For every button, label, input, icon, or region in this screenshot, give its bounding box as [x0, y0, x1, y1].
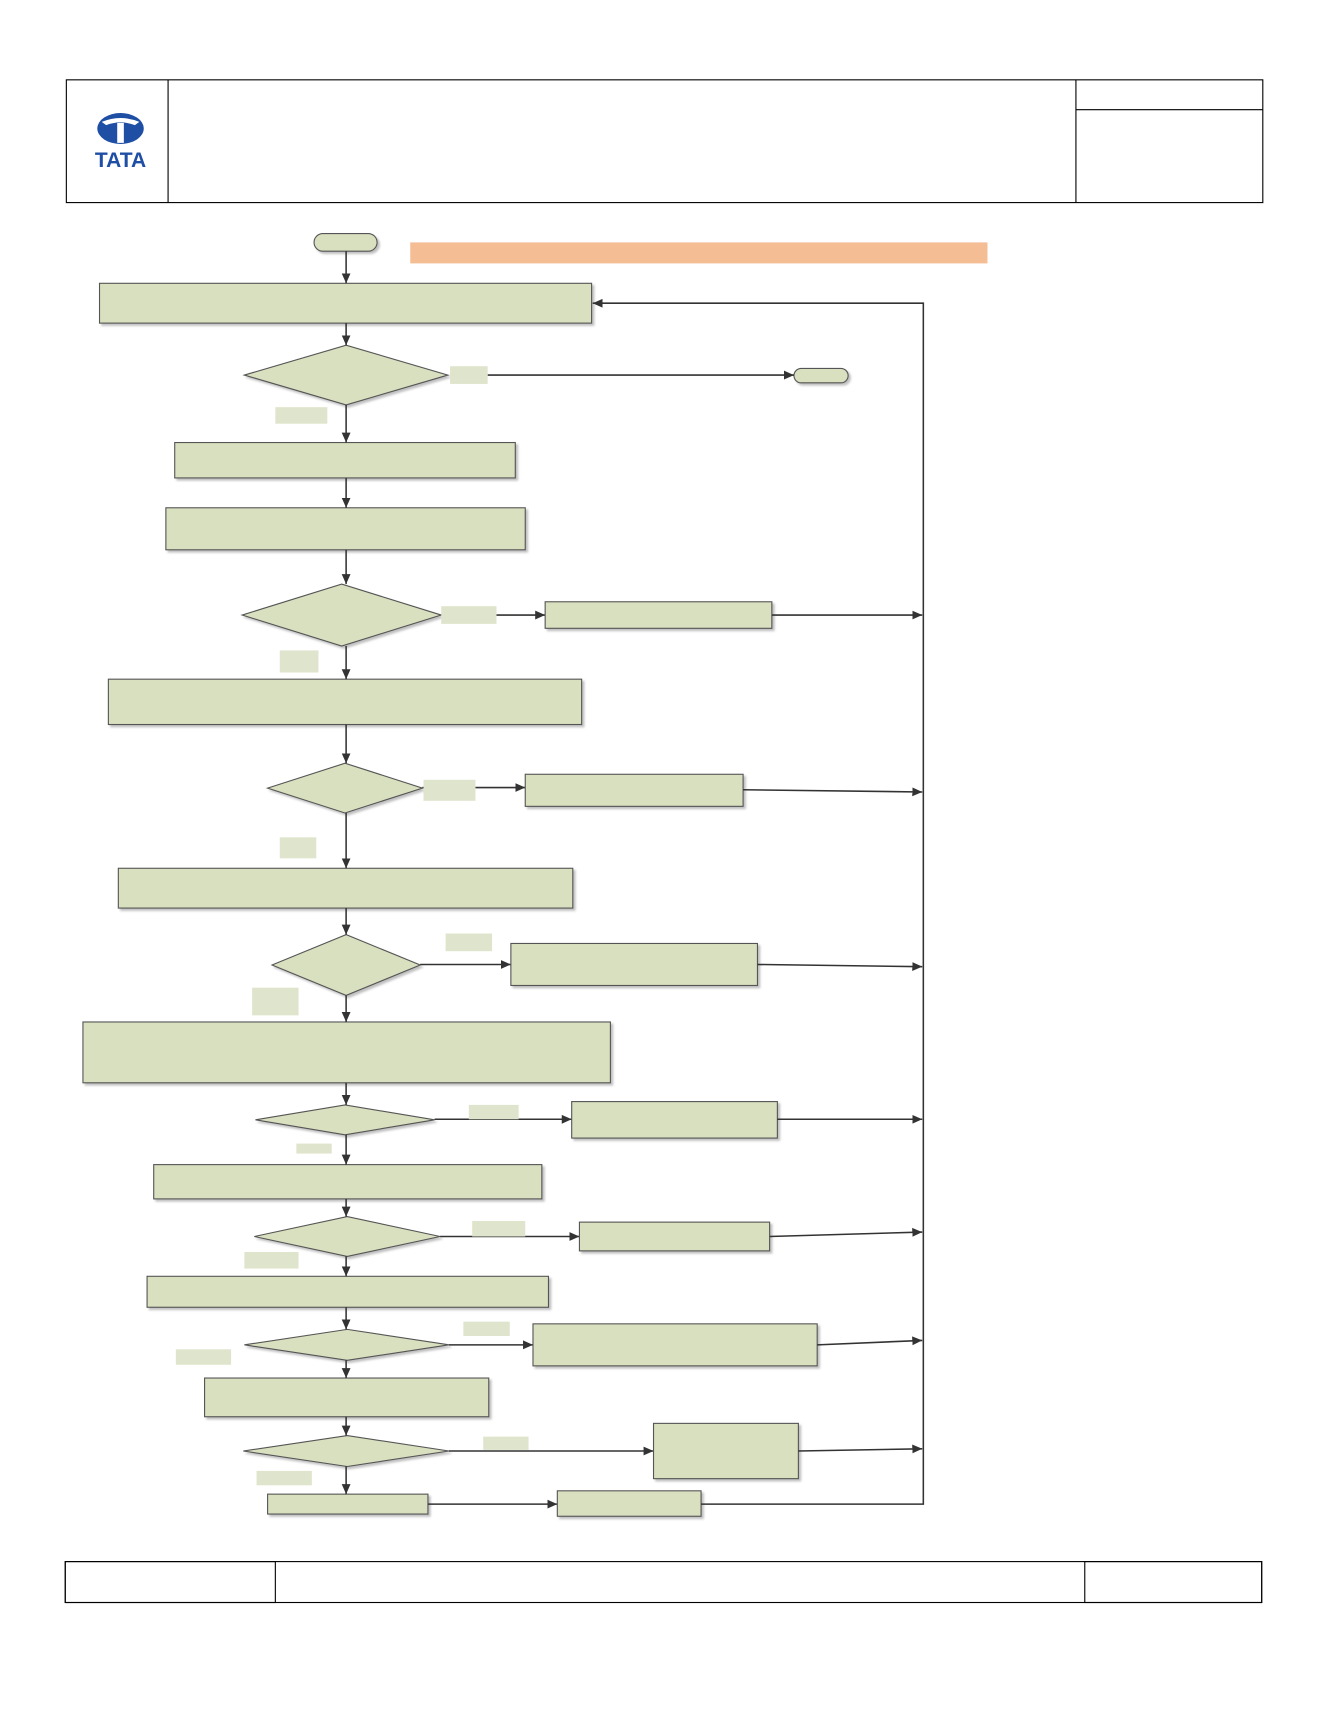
connector — [592, 298, 925, 1505]
footer-frame — [64, 1561, 1263, 1604]
process-box — [204, 1377, 490, 1418]
branch-label — [483, 1436, 529, 1450]
connector — [769, 1227, 923, 1238]
branch-label — [275, 407, 328, 424]
process-box — [524, 773, 744, 807]
start-terminator — [313, 232, 378, 252]
connector — [817, 1336, 923, 1346]
process-box — [117, 867, 574, 909]
logo-mark — [101, 117, 140, 126]
connector — [743, 787, 923, 797]
header: TATA — [65, 79, 1264, 204]
branch-label — [296, 1143, 332, 1154]
decision-diamond — [270, 934, 422, 997]
branch-label — [256, 1470, 312, 1486]
decision-diamond — [244, 1328, 450, 1361]
branch-label — [252, 987, 299, 1016]
logo-text: TATA — [95, 149, 146, 172]
process-box — [153, 1164, 543, 1200]
process-box — [107, 678, 583, 726]
logo-mark — [117, 122, 124, 143]
footer-cell — [1084, 1561, 1263, 1604]
process-box — [146, 1275, 550, 1308]
process-box — [556, 1490, 702, 1517]
process-box — [165, 507, 526, 551]
connector — [798, 1444, 923, 1454]
header-frame — [65, 79, 1264, 204]
branch-label — [463, 1321, 510, 1337]
branch-label — [279, 650, 319, 673]
end-terminator — [793, 367, 849, 384]
footer — [64, 1561, 1263, 1604]
process-box — [571, 1101, 778, 1139]
process-box — [544, 601, 773, 629]
logo: TATA — [95, 113, 146, 172]
decision-diamond — [240, 583, 444, 647]
branch-label — [472, 1221, 526, 1237]
decision-diamond — [243, 1434, 450, 1468]
process-box — [578, 1221, 771, 1252]
flowchart — [82, 232, 988, 1517]
process-box — [510, 942, 759, 987]
footer-cell — [64, 1561, 276, 1604]
branch-label — [279, 837, 317, 859]
decision-diamond — [255, 1104, 435, 1136]
connector — [757, 962, 923, 971]
decision-diamond — [242, 344, 450, 406]
branch-label — [175, 1349, 232, 1365]
branch-label — [441, 606, 497, 624]
process-box — [532, 1323, 818, 1367]
process-box — [267, 1493, 429, 1515]
branch-label — [468, 1104, 519, 1120]
branch-label — [445, 933, 493, 952]
process-box — [174, 441, 516, 479]
branch-label — [450, 366, 488, 384]
process-box — [98, 282, 593, 324]
process-box — [652, 1422, 799, 1480]
branch-label — [423, 779, 476, 801]
decision-diamond — [254, 1216, 441, 1257]
banner — [410, 242, 988, 264]
branch-label — [244, 1251, 299, 1269]
process-box — [82, 1021, 611, 1084]
decision-diamond — [265, 762, 425, 814]
